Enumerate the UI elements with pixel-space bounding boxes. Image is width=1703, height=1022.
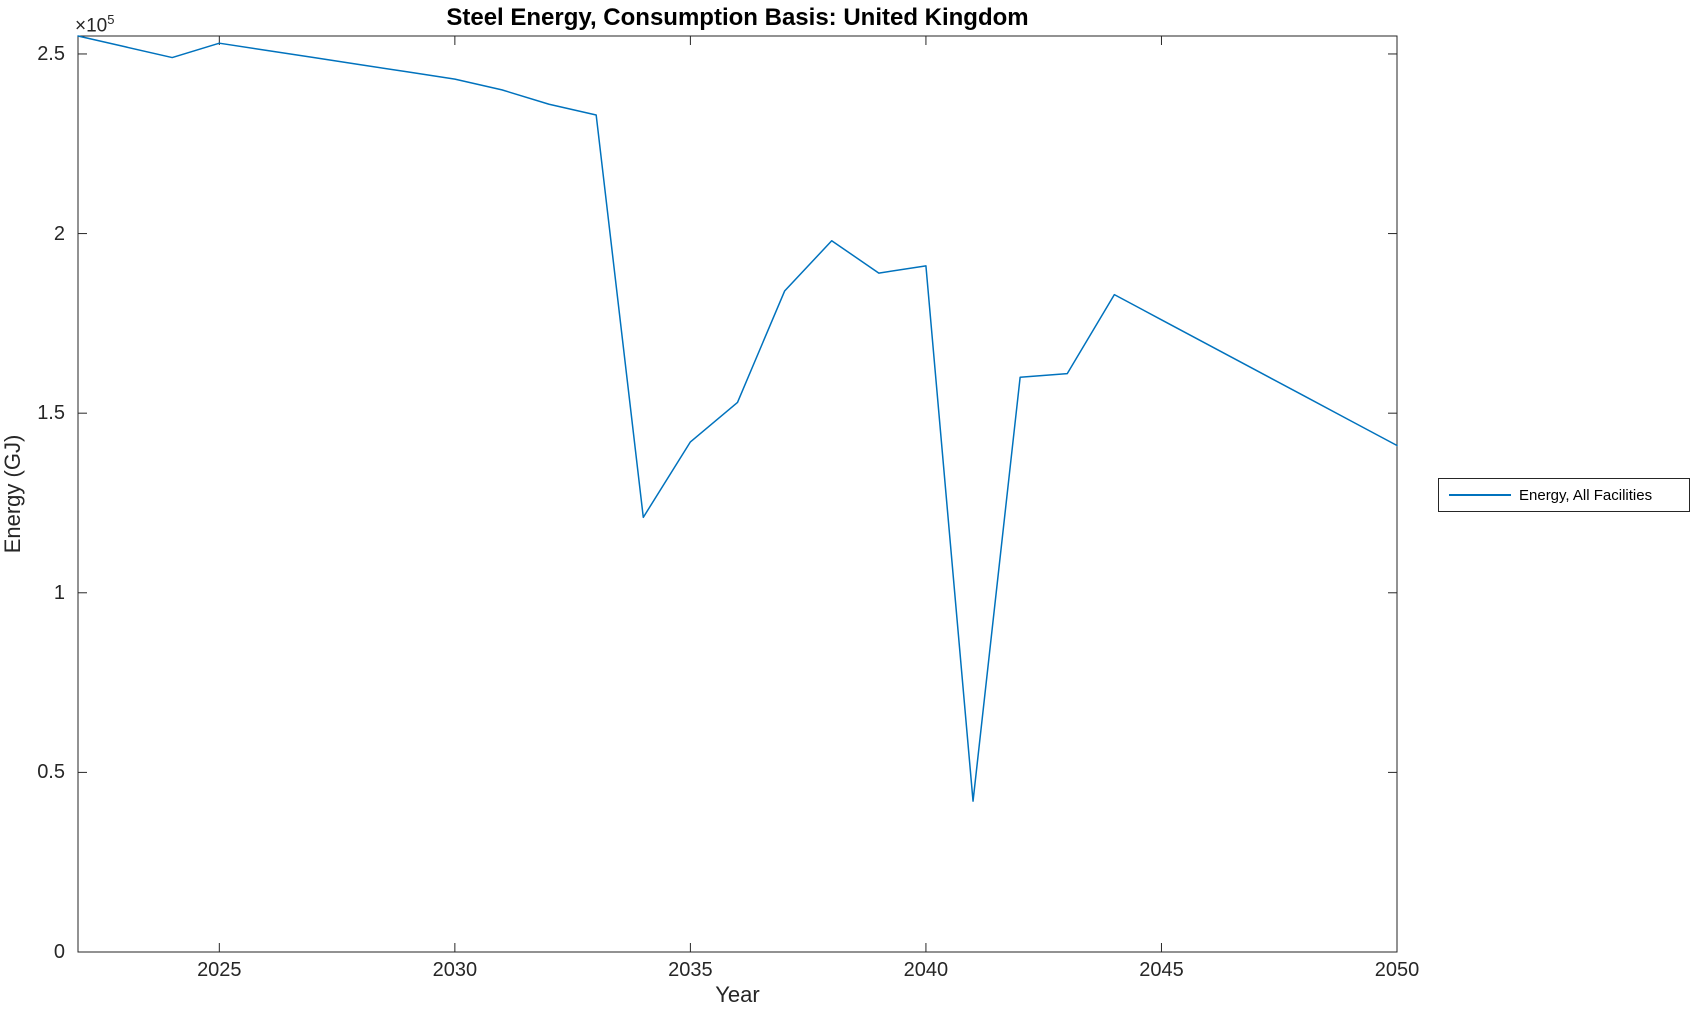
- y-tick-label: 0.5: [37, 761, 65, 784]
- x-tick-label: 2045: [1139, 959, 1184, 981]
- legend-line-sample-icon: [1449, 494, 1511, 496]
- axes-box: [77, 35, 1398, 953]
- y-axis-multiplier-base: ×10: [75, 15, 108, 37]
- x-axis-label: Year: [715, 982, 760, 1007]
- data-line: [77, 35, 1398, 802]
- y-tick-label: 2.5: [37, 42, 65, 65]
- x-tick-label: 2025: [197, 959, 242, 981]
- y-tick-label: 1: [53, 581, 65, 604]
- y-axis-multiplier: ×105: [75, 9, 114, 37]
- y-tick-label: 2: [53, 222, 65, 245]
- x-tick-label: 2035: [668, 959, 713, 981]
- legend: Energy, All Facilities: [1438, 478, 1690, 512]
- y-axis-multiplier-exponent: 5: [107, 12, 115, 27]
- legend-label: Energy, All Facilities: [1519, 486, 1653, 504]
- x-tick-label: 2030: [432, 959, 478, 981]
- y-axis-label: Energy (GJ): [0, 435, 25, 554]
- x-tick-label: 2050: [1374, 959, 1420, 981]
- y-tick-label: 1.5: [37, 402, 65, 425]
- x-tick-label: 2040: [903, 959, 949, 981]
- y-tick-label: 0: [53, 941, 65, 963]
- chart-title: Steel Energy, Consumption Basis: United …: [446, 4, 1029, 31]
- plot-elements: [77, 35, 1398, 953]
